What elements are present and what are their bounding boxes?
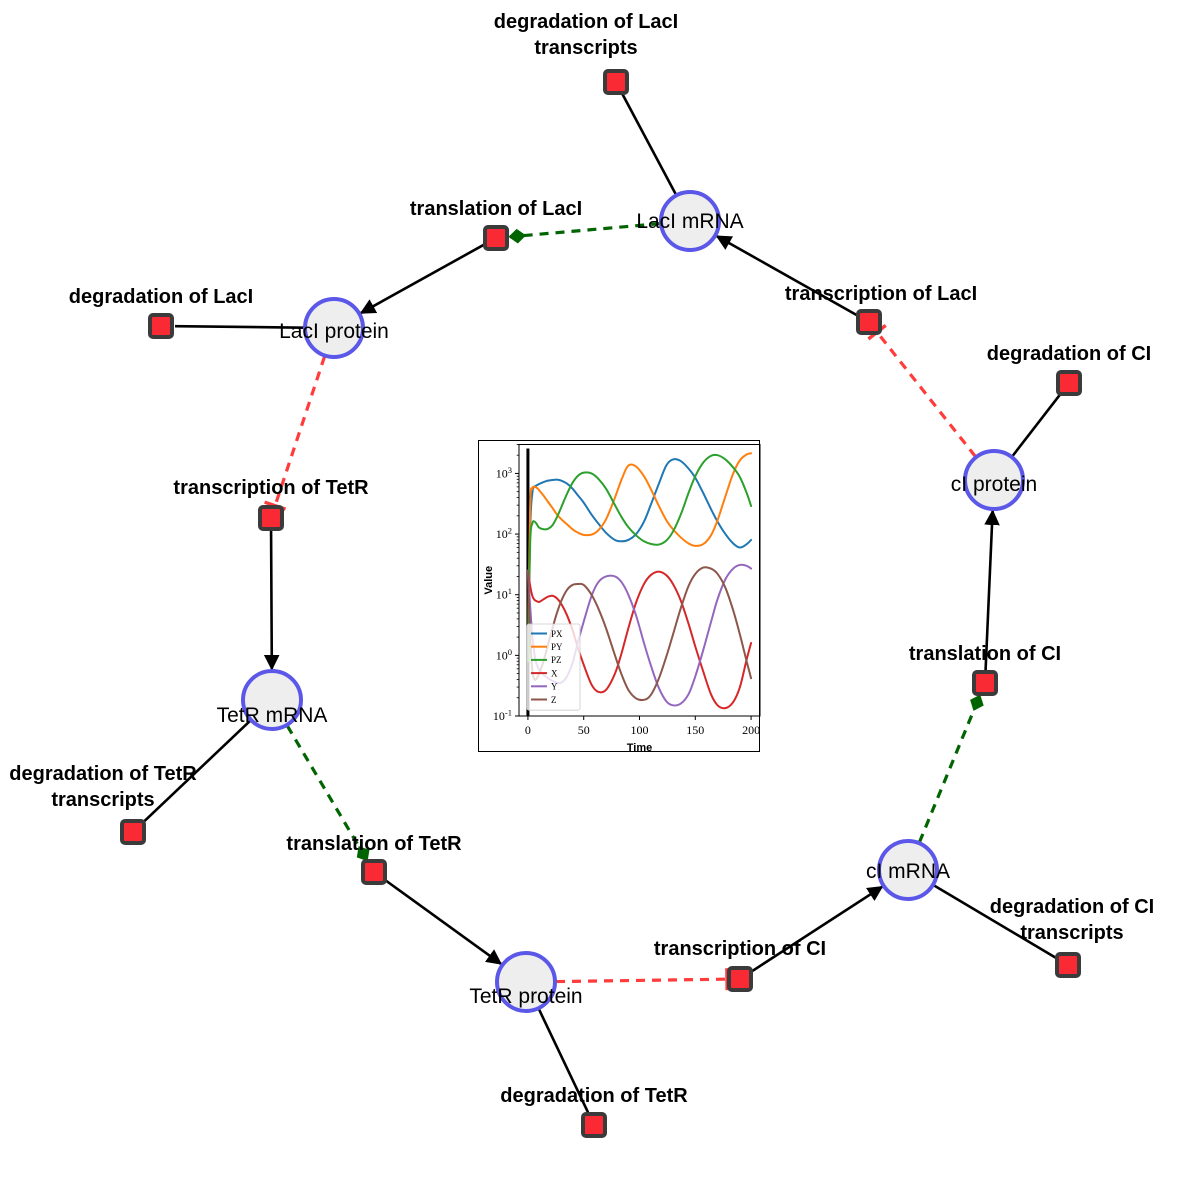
edge-plain bbox=[750, 885, 884, 974]
y-axis-title: Value bbox=[483, 566, 495, 595]
plot-series-pz bbox=[526, 453, 753, 663]
edge-plain bbox=[984, 509, 1000, 671]
x-tick-label: 100 bbox=[631, 723, 649, 737]
label-layer: LacI mRNA LacI protein TetR mRNA TetR prote… bbox=[9, 11, 1154, 1107]
edge-plain bbox=[383, 878, 503, 965]
y-tick-label: 103 bbox=[496, 465, 512, 481]
reaction-node[interactable] bbox=[148, 313, 174, 339]
reaction-node-layer bbox=[120, 69, 1082, 1138]
legend-label-z: Z bbox=[551, 695, 557, 705]
reaction-node[interactable] bbox=[603, 69, 629, 95]
y-tick-label: 101 bbox=[496, 586, 512, 602]
edge-plain bbox=[621, 93, 678, 196]
species-node-layer bbox=[241, 190, 1025, 1013]
species-label: cI protein bbox=[951, 473, 1037, 496]
edge-plain bbox=[142, 719, 252, 824]
reaction-label: degradation of CI bbox=[987, 343, 1151, 365]
edge-plain bbox=[174, 324, 305, 329]
reaction-label: translation of LacI bbox=[410, 198, 582, 220]
timecourse-plot-inset: 0 50 100 150 200 10-1 100 101 102 103 PX PY PZ X Y Z Tim… bbox=[478, 440, 761, 753]
reaction-label: transcripts bbox=[1020, 922, 1123, 944]
reaction-label: degradation of CI bbox=[990, 896, 1154, 918]
y-tick-label: 100 bbox=[496, 647, 512, 663]
reaction-label: transcription of CI bbox=[654, 938, 826, 960]
reaction-label: translation of TetR bbox=[286, 833, 462, 855]
edge-inhibition bbox=[274, 355, 327, 505]
reaction-node[interactable] bbox=[727, 966, 753, 992]
reaction-node[interactable] bbox=[361, 859, 387, 885]
edge-plain bbox=[1011, 393, 1062, 458]
species-label: LacI protein bbox=[279, 320, 389, 343]
species-node[interactable] bbox=[877, 839, 939, 901]
reaction-label: degradation of TetR bbox=[500, 1085, 688, 1107]
x-tick-label: 0 bbox=[525, 723, 531, 737]
reaction-node[interactable] bbox=[856, 309, 882, 335]
edge-activation bbox=[917, 694, 984, 843]
reaction-node[interactable] bbox=[581, 1112, 607, 1138]
species-node[interactable] bbox=[495, 951, 557, 1013]
edge-plain bbox=[263, 530, 280, 671]
edge-activation bbox=[285, 724, 370, 862]
edge-plain bbox=[715, 235, 859, 317]
legend-label-x: X bbox=[551, 668, 558, 678]
reaction-label: degradation of TetR bbox=[9, 763, 197, 785]
reaction-node[interactable] bbox=[483, 225, 509, 251]
reaction-node[interactable] bbox=[1055, 952, 1081, 978]
species-node[interactable] bbox=[303, 297, 365, 359]
reaction-label: degradation of LacI bbox=[494, 11, 678, 33]
timecourse-plot-svg: 0 50 100 150 200 10-1 100 101 102 103 PX PY PZ XYZ Tim… bbox=[483, 444, 761, 753]
reaction-node[interactable] bbox=[120, 819, 146, 845]
x-tick-label: 150 bbox=[686, 723, 704, 737]
reaction-label: transcription of TetR bbox=[173, 477, 369, 499]
species-node[interactable] bbox=[241, 669, 303, 731]
legend-label-py: PY bbox=[551, 642, 563, 652]
reaction-label: transcripts bbox=[534, 37, 637, 59]
species-node[interactable] bbox=[659, 190, 721, 252]
edge-plain bbox=[359, 243, 486, 315]
reaction-node[interactable] bbox=[972, 670, 998, 696]
x-tick-label: 200 bbox=[742, 723, 760, 737]
reaction-node[interactable] bbox=[1056, 370, 1082, 396]
edge-inhibition bbox=[877, 332, 977, 458]
reaction-label: transcripts bbox=[51, 789, 154, 811]
legend-label-pz: PZ bbox=[551, 655, 562, 665]
legend-label-y: Y bbox=[551, 682, 558, 692]
y-tick-label: 10-1 bbox=[493, 708, 512, 724]
x-tick-label: 50 bbox=[578, 723, 590, 737]
species-node[interactable] bbox=[963, 449, 1025, 511]
edge-layer bbox=[142, 93, 1062, 1113]
x-axis-title: Time bbox=[627, 742, 652, 753]
species-label: TetR mRNA bbox=[217, 704, 328, 727]
reaction-label: degradation of LacI bbox=[69, 286, 253, 308]
plot-series-px bbox=[526, 458, 753, 663]
species-label: TetR protein bbox=[469, 985, 582, 1008]
plot-curves bbox=[526, 448, 753, 716]
reaction-label: transcription of LacI bbox=[785, 283, 977, 305]
plot-legend-box bbox=[526, 623, 581, 711]
species-label: cI mRNA bbox=[866, 860, 950, 883]
edge-plain bbox=[537, 1008, 590, 1113]
reaction-label: translation of CI bbox=[909, 643, 1061, 665]
species-label: LacI mRNA bbox=[636, 210, 743, 233]
reaction-node[interactable] bbox=[258, 505, 284, 531]
y-tick-label: 102 bbox=[496, 526, 512, 542]
edge-inhibition bbox=[555, 977, 726, 984]
edge-plain bbox=[933, 884, 1057, 959]
legend-label-px: PX bbox=[551, 629, 563, 639]
plot-series-py bbox=[526, 452, 753, 663]
